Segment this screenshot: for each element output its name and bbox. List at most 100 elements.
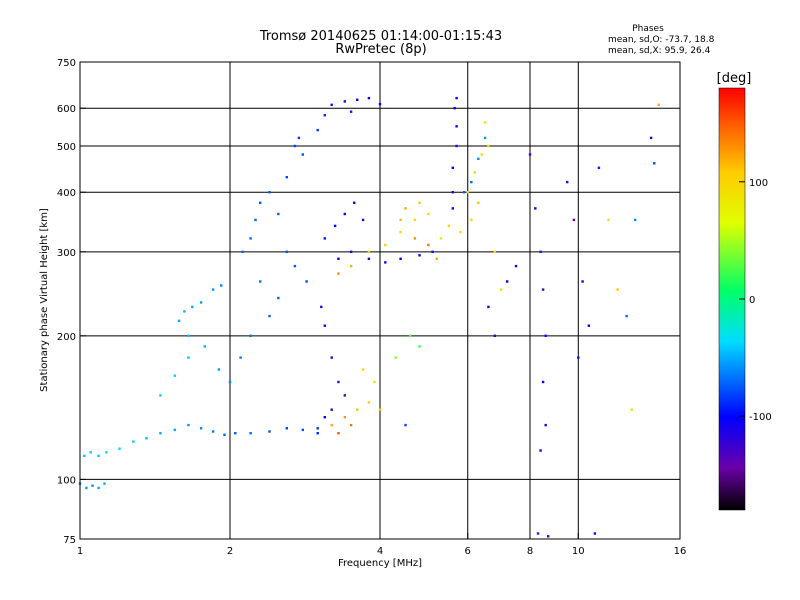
data-point-0-130 (539, 449, 542, 452)
data-point-0-159 (427, 243, 430, 247)
data-point-0-41 (254, 218, 257, 222)
data-point-0-29 (228, 380, 232, 384)
x-tick-label-4: 4 (377, 546, 383, 557)
data-point-0-150 (477, 157, 480, 160)
data-point-0-76 (323, 324, 326, 327)
data-point-0-82 (316, 432, 319, 435)
data-point-0-24 (159, 394, 162, 397)
data-point-0-120 (493, 334, 496, 337)
data-point-0-104 (451, 191, 454, 194)
data-point-0-140 (607, 218, 610, 222)
data-point-0-98 (439, 237, 443, 240)
data-point-0-17 (223, 433, 226, 436)
y-axis-label: Stationary phase Virtual Height [km] (39, 208, 50, 392)
data-point-0-49 (259, 280, 262, 283)
data-point-0-127 (544, 334, 547, 337)
data-point-0-63 (323, 237, 326, 240)
data-point-0-149 (470, 180, 473, 184)
data-point-0-73 (418, 254, 421, 257)
data-point-0-21 (285, 427, 288, 430)
data-point-0-58 (343, 100, 346, 103)
data-points (78, 96, 660, 538)
y-tick-label-750: 750 (57, 58, 76, 69)
data-point-0-2 (91, 484, 94, 487)
x-tick-label-8: 8 (527, 546, 533, 557)
x-tick-label-10: 10 (572, 546, 585, 557)
data-point-0-137 (577, 356, 580, 359)
data-point-0-46 (293, 264, 297, 268)
data-point-0-38 (187, 334, 190, 337)
colorbar-ticks: -100 0 100 (739, 178, 772, 423)
data-point-0-65 (343, 212, 346, 216)
data-point-0-141 (616, 288, 619, 291)
data-point-0-28 (217, 368, 221, 371)
data-point-0-118 (499, 288, 503, 291)
data-point-0-89 (349, 423, 353, 427)
data-point-0-48 (277, 296, 280, 300)
data-point-0-156 (418, 345, 421, 348)
data-point-0-108 (453, 107, 456, 110)
stats-heading: Phases (632, 24, 664, 34)
data-point-0-78 (337, 380, 340, 384)
data-point-0-77 (330, 356, 333, 359)
data-point-0-124 (534, 207, 537, 210)
data-point-0-115 (477, 201, 480, 204)
data-point-0-158 (413, 237, 417, 240)
data-point-0-74 (431, 250, 434, 253)
data-point-0-26 (187, 356, 190, 359)
data-point-0-125 (539, 250, 542, 253)
data-point-0-148 (462, 191, 466, 194)
data-point-0-81 (323, 416, 326, 419)
data-point-0-103 (470, 218, 473, 222)
data-point-0-88 (361, 368, 365, 371)
colorbar-label: [deg] (717, 71, 752, 86)
data-point-0-95 (399, 230, 402, 234)
data-point-0-66 (353, 201, 356, 204)
data-point-0-40 (249, 237, 252, 240)
data-point-0-79 (343, 394, 346, 397)
data-point-0-45 (285, 250, 288, 253)
x-axis-label: Frequency [MHz] (338, 558, 422, 569)
data-point-0-157 (399, 218, 402, 222)
data-point-0-116 (483, 121, 487, 124)
data-point-0-9 (118, 447, 121, 450)
data-point-0-7 (97, 454, 100, 458)
data-point-0-4 (103, 482, 106, 485)
data-point-0-44 (277, 212, 280, 216)
data-point-0-69 (349, 250, 353, 253)
stats-line-x: mean, sd,X: 95.9, 26.4 (608, 46, 711, 56)
data-point-0-35 (199, 301, 203, 304)
data-point-0-47 (305, 280, 308, 283)
stats-line-o: mean, sd,O: -73.7, 18.8 (608, 35, 715, 45)
y-tick-label-200: 200 (57, 332, 76, 343)
data-point-0-80 (330, 408, 333, 411)
data-point-0-62 (349, 110, 353, 113)
data-point-0-13 (173, 428, 176, 432)
data-point-0-20 (268, 430, 271, 433)
data-point-0-59 (356, 98, 359, 101)
data-point-0-36 (211, 288, 215, 291)
x-tick-label-6: 6 (465, 546, 471, 557)
data-point-0-64 (333, 224, 337, 228)
data-point-0-109 (455, 96, 458, 100)
data-point-0-30 (239, 356, 242, 359)
data-point-0-83 (330, 423, 333, 427)
data-point-0-145 (649, 136, 653, 140)
data-point-0-151 (483, 136, 487, 140)
data-point-0-23 (316, 427, 319, 430)
grid-lines (80, 62, 680, 539)
data-point-0-70 (367, 257, 371, 260)
data-point-0-105 (451, 166, 454, 169)
data-point-0-12 (159, 432, 162, 435)
data-point-0-134 (572, 218, 576, 222)
data-point-0-132 (536, 532, 540, 535)
data-point-0-8 (105, 451, 108, 454)
data-point-0-16 (211, 430, 215, 433)
data-point-0-121 (506, 280, 509, 283)
data-point-0-31 (249, 334, 252, 337)
data-point-0-14 (187, 423, 190, 427)
data-point-0-117 (493, 250, 496, 253)
data-point-0-119 (487, 305, 490, 309)
data-point-0-56 (323, 114, 326, 117)
data-point-0-147 (657, 103, 660, 106)
